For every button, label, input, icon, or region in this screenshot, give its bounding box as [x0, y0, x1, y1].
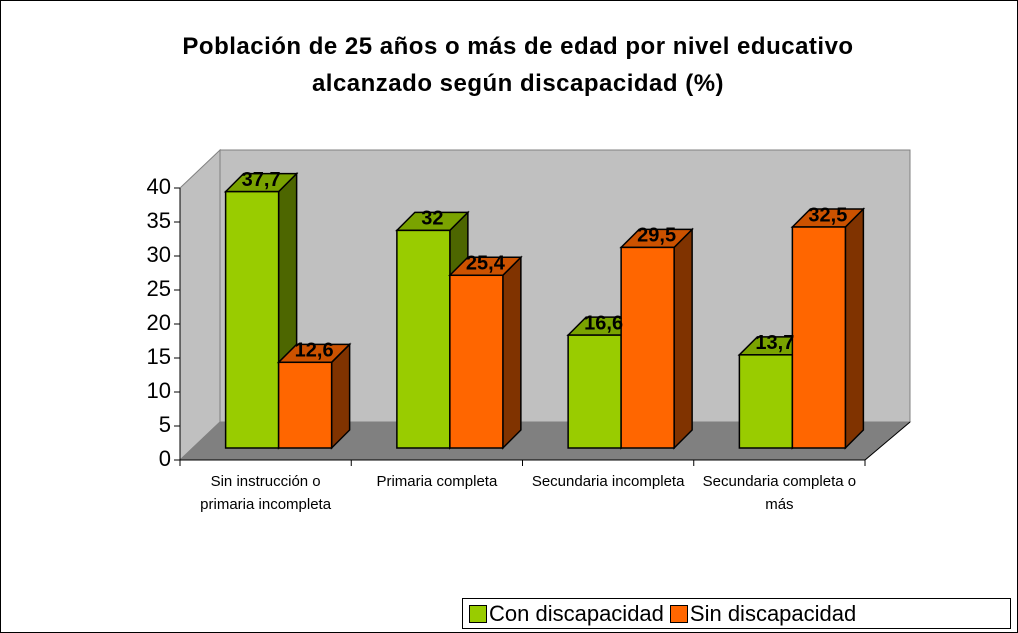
legend: Con discapacidad Sin discapacidad	[462, 598, 1011, 629]
x-axis-depth	[864, 421, 911, 461]
legend-swatch	[469, 604, 487, 623]
legend-swatch	[669, 604, 688, 623]
bar	[396, 229, 451, 449]
data-label: 29,5	[637, 225, 676, 247]
y-tick-label: 40	[147, 174, 171, 199]
x-tick-label: Sin instrucción o primaria incompleta	[200, 473, 332, 513]
legend-item: Con discapacidad	[469, 601, 664, 627]
bar	[277, 361, 333, 449]
data-label: 25,4	[466, 253, 506, 275]
data-label: 37,7	[242, 169, 281, 191]
data-label: 12,6	[295, 340, 334, 362]
bar-side	[844, 207, 865, 450]
bar	[224, 190, 280, 449]
y-tick-label: 25	[147, 276, 171, 301]
bar	[449, 274, 504, 449]
bar	[738, 354, 794, 449]
y-tick-label: 30	[147, 242, 171, 267]
y-tick-label: 10	[147, 378, 171, 403]
data-label: 13,7	[755, 332, 794, 354]
bar	[567, 334, 622, 449]
y-tick-label: 35	[147, 208, 171, 233]
x-tick-label: Secundaria completa o más	[702, 473, 857, 513]
data-label: 32	[421, 208, 443, 230]
data-label: 16,6	[584, 312, 623, 334]
x-tick-label: Primaria completa	[376, 473, 498, 490]
x-tick-label: Secundaria incompleta	[531, 473, 685, 490]
legend-item: Sin discapacidad	[669, 600, 857, 627]
bar-side	[673, 227, 693, 450]
bar	[791, 226, 847, 449]
chart-title: Población de 25 años o más de edad por n…	[182, 33, 854, 97]
legend-label: Sin discapacidad	[689, 600, 857, 626]
y-tick-label: 20	[147, 310, 171, 335]
y-tick-label: 15	[147, 344, 171, 369]
legend-label: Con discapacidad	[489, 600, 664, 626]
y-tick-label: 0	[159, 446, 171, 471]
bar-side	[502, 255, 522, 450]
y-tick-label: 5	[159, 412, 171, 437]
data-label: 32,5	[808, 204, 847, 226]
bar	[620, 246, 675, 449]
side-wall	[179, 148, 221, 462]
